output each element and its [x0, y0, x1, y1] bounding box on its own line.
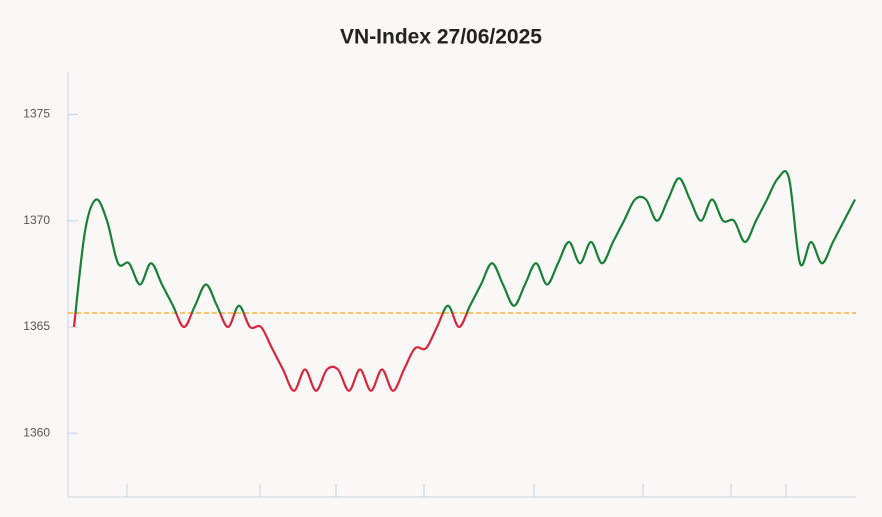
x-ticks: [126, 484, 787, 497]
y-tick-label: 1370: [23, 213, 50, 227]
y-tick-label: 1365: [23, 319, 50, 333]
y-tick-label: 1375: [23, 107, 50, 121]
line-up: [74, 169, 856, 313]
y-tick-label: 1360: [23, 425, 50, 439]
chart-title: VN-Index 27/06/2025: [340, 26, 542, 49]
line-down: [72, 312, 469, 392]
